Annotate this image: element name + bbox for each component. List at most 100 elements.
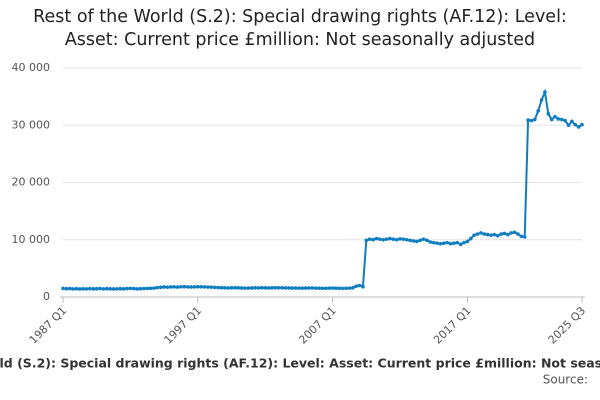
data-point bbox=[388, 236, 392, 241]
data-point bbox=[280, 286, 284, 290]
data-point bbox=[175, 285, 180, 289]
data-point bbox=[468, 236, 473, 241]
x-tick-label: 2007 Q1 bbox=[296, 304, 339, 347]
data-point bbox=[249, 286, 254, 290]
data-point bbox=[394, 237, 399, 242]
data-point bbox=[374, 236, 379, 241]
data-point bbox=[452, 241, 456, 245]
data-point bbox=[172, 285, 177, 289]
data-point bbox=[260, 285, 264, 290]
data-point bbox=[105, 286, 109, 291]
data-point bbox=[506, 232, 510, 237]
data-point bbox=[226, 286, 230, 290]
data-point bbox=[566, 123, 571, 128]
data-point bbox=[182, 284, 187, 289]
footer-title: Rest of the World (S.2): Special drawing… bbox=[0, 356, 600, 371]
data-point bbox=[196, 284, 200, 289]
data-point bbox=[570, 119, 574, 124]
data-point bbox=[573, 122, 578, 127]
data-point bbox=[357, 283, 362, 288]
data-point bbox=[455, 240, 460, 245]
data-point bbox=[411, 239, 416, 243]
chart-title: Rest of the World (S.2): Special drawing… bbox=[33, 7, 567, 50]
data-point bbox=[91, 287, 96, 291]
data-point bbox=[67, 286, 72, 291]
data-point bbox=[398, 237, 402, 241]
data-point bbox=[519, 234, 524, 239]
data-point bbox=[148, 286, 153, 291]
data-point bbox=[458, 242, 463, 247]
x-tick-label: 1997 Q1 bbox=[162, 304, 205, 347]
data-point bbox=[310, 286, 315, 290]
data-point bbox=[408, 238, 412, 243]
data-point bbox=[229, 286, 234, 290]
data-point bbox=[300, 286, 305, 290]
data-point bbox=[512, 230, 517, 235]
data-point bbox=[324, 286, 328, 291]
data-point bbox=[239, 286, 244, 290]
data-point bbox=[482, 232, 487, 236]
data-point bbox=[145, 286, 150, 291]
x-tick-label: 2017 Q1 bbox=[431, 304, 474, 347]
data-point bbox=[428, 240, 433, 244]
data-point bbox=[293, 286, 298, 290]
data-point bbox=[529, 118, 534, 123]
data-point bbox=[179, 285, 183, 289]
data-point bbox=[499, 232, 503, 236]
data-point bbox=[495, 233, 500, 238]
data-point bbox=[563, 118, 567, 123]
data-point bbox=[206, 285, 210, 289]
data-point bbox=[185, 285, 190, 289]
data-point bbox=[559, 117, 564, 122]
data-point bbox=[556, 117, 561, 121]
data-point bbox=[128, 286, 133, 291]
data-point bbox=[472, 233, 476, 237]
data-point bbox=[367, 237, 372, 241]
data-point bbox=[64, 286, 69, 291]
data-point bbox=[199, 285, 203, 289]
data-point bbox=[192, 285, 197, 289]
data-point bbox=[334, 286, 338, 290]
data-point bbox=[415, 239, 419, 244]
data-point bbox=[88, 286, 92, 291]
data-point bbox=[216, 285, 220, 290]
data-point bbox=[243, 286, 247, 290]
data-point bbox=[492, 232, 497, 237]
data-point bbox=[418, 238, 423, 243]
data-point bbox=[536, 109, 540, 113]
data-point bbox=[431, 240, 436, 245]
data-point bbox=[327, 286, 332, 290]
data-point bbox=[442, 241, 446, 245]
data-point bbox=[283, 286, 288, 290]
data-point bbox=[276, 285, 281, 290]
data-point bbox=[219, 285, 224, 290]
data-point bbox=[485, 232, 490, 237]
data-point bbox=[522, 235, 527, 239]
data-point bbox=[533, 117, 537, 122]
data-point bbox=[425, 238, 429, 243]
data-point bbox=[351, 286, 355, 290]
data-point bbox=[502, 231, 507, 236]
data-point bbox=[320, 286, 325, 291]
y-tick-label: 0 bbox=[43, 290, 50, 303]
data-point bbox=[438, 241, 443, 246]
data-point bbox=[135, 287, 139, 291]
y-tick-label: 40 000 bbox=[12, 61, 51, 74]
data-point bbox=[131, 286, 136, 291]
data-point bbox=[297, 286, 301, 290]
data-point bbox=[155, 285, 160, 290]
y-tick-label: 10 000 bbox=[12, 233, 51, 246]
data-point bbox=[361, 284, 365, 289]
data-point bbox=[489, 233, 493, 237]
data-point bbox=[115, 287, 119, 291]
data-point bbox=[74, 286, 79, 291]
data-point bbox=[384, 237, 389, 241]
data-point bbox=[256, 286, 261, 290]
data-point bbox=[286, 286, 291, 290]
data-point bbox=[118, 286, 123, 291]
data-point bbox=[526, 118, 530, 122]
data-point bbox=[152, 286, 156, 290]
data-point bbox=[111, 287, 116, 291]
